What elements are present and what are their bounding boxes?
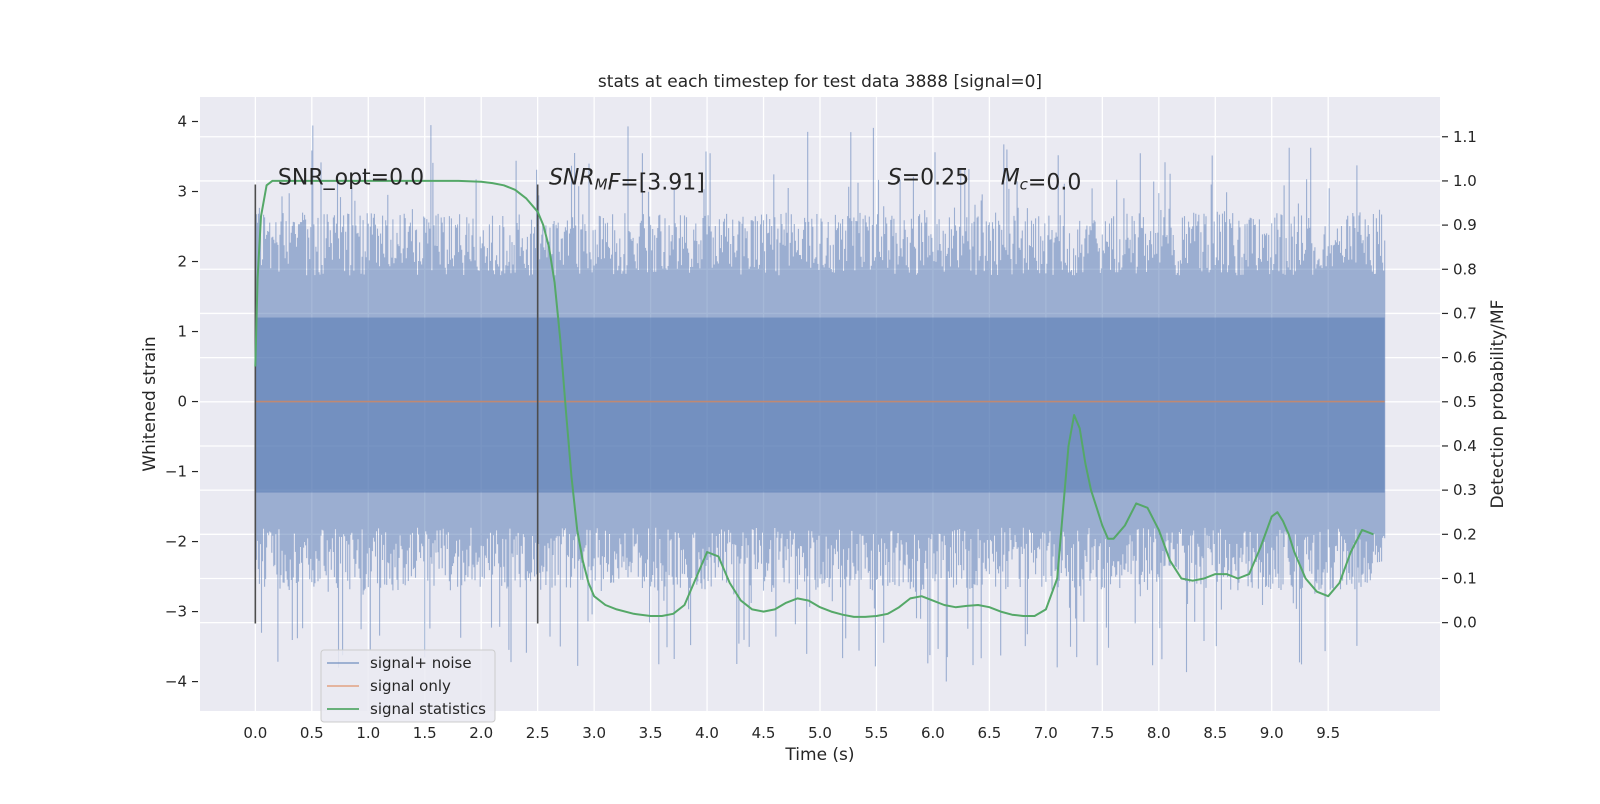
x-tick-label: 2.5 (526, 724, 550, 742)
x-tick-label: 8.5 (1203, 724, 1227, 742)
signal-plus-noise-series (254, 125, 1386, 682)
signal-statistics-series (254, 179, 1374, 618)
y-tick-label-left: −2 (165, 533, 187, 551)
x-tick-label: 5.0 (808, 724, 832, 742)
y-tick-label-right: 1.0 (1453, 172, 1477, 190)
y-axis-label-right: Detection probability/MF (1488, 300, 1508, 509)
legend-label-signal-only: signal only (370, 677, 451, 695)
x-tick-label: 0.0 (243, 724, 267, 742)
y-tick-label-right: 0.4 (1453, 437, 1477, 455)
x-tick-label: 6.5 (977, 724, 1001, 742)
y-tick-label-right: 0.1 (1453, 569, 1477, 587)
x-tick-label: 0.5 (300, 724, 324, 742)
legend-label-signal-statistics: signal statistics (370, 700, 486, 718)
x-tick-label: 9.5 (1316, 724, 1340, 742)
y-tick-label-right: 1.1 (1453, 128, 1477, 146)
legend-label-signal-plus-noise: signal+ noise (370, 654, 472, 672)
annotations: SNR_opt=0.0 SNRMF=[3.91] S=0.25 Mc=0.0 (278, 166, 1081, 196)
annotation: S=0.25 (888, 166, 969, 191)
x-tick-label: 4.5 (752, 724, 776, 742)
y-axis-label-left: Whitened strain (140, 336, 160, 471)
y-tick-label-left: −3 (165, 603, 187, 621)
x-tick-label: 6.0 (921, 724, 945, 742)
y-tick-label-left: 3 (177, 183, 187, 201)
legend: signal+ noise signal only signal statist… (320, 649, 496, 723)
x-tick-label: 9.0 (1260, 724, 1284, 742)
y-tick-label-left: −1 (165, 463, 187, 481)
x-tick-label: 1.5 (413, 724, 437, 742)
annotation: SNRMF=[3.91] (549, 166, 705, 196)
x-tick-label: 7.0 (1034, 724, 1058, 742)
vertical-markers (254, 184, 539, 624)
x-tick-label: 3.0 (582, 724, 606, 742)
x-tick-label: 1.0 (356, 724, 380, 742)
y-tick-label-left: 4 (177, 113, 187, 131)
y-tick-label-right: 0.9 (1453, 216, 1477, 234)
y-tick-label-right: 0.0 (1453, 614, 1477, 632)
x-tick-label: 7.5 (1090, 724, 1114, 742)
x-axis-ticks: 0.0 0.5 1.0 1.5 2.0 2.5 3.0 3.5 4.0 4.5 5.0 5.5 6.0 6… (243, 724, 1340, 742)
chart-title: stats at each timestep for test data 388… (598, 72, 1042, 92)
x-tick-label: 8.0 (1147, 724, 1171, 742)
y-tick-label-right: 0.2 (1453, 525, 1477, 543)
signal-statistics-line (254, 179, 1374, 618)
y-tick-label-right: 0.5 (1453, 393, 1477, 411)
x-tick-label: 3.5 (639, 724, 663, 742)
y-tick-label-left: −4 (165, 673, 187, 691)
annotation: SNR_opt=0.0 (278, 166, 424, 191)
y-axis-left-ticks: −4 −3 −2 −1 0 1 2 3 4 (165, 113, 198, 691)
x-axis-label: Time (s) (784, 745, 854, 765)
y-tick-label-right: 0.8 (1453, 260, 1477, 278)
x-tick-label: 2.0 (469, 724, 493, 742)
y-tick-label-right: 0.3 (1453, 481, 1477, 499)
x-tick-label: 5.5 (865, 724, 889, 742)
y-tick-label-left: 0 (177, 393, 187, 411)
y-tick-label-left: 1 (177, 323, 187, 341)
annotation: Mc=0.0 (1001, 166, 1082, 196)
x-tick-label: 4.0 (695, 724, 719, 742)
y-tick-label-right: 0.6 (1453, 349, 1477, 367)
y-tick-label-right: 0.7 (1453, 304, 1477, 322)
y-tick-label-left: 2 (177, 253, 187, 271)
legend-box (320, 649, 496, 723)
y-axis-right-ticks: 0.0 0.1 0.2 0.3 0.4 0.5 0.6 0.7 0.8 0.9 1.0 1.1 (1442, 128, 1477, 632)
